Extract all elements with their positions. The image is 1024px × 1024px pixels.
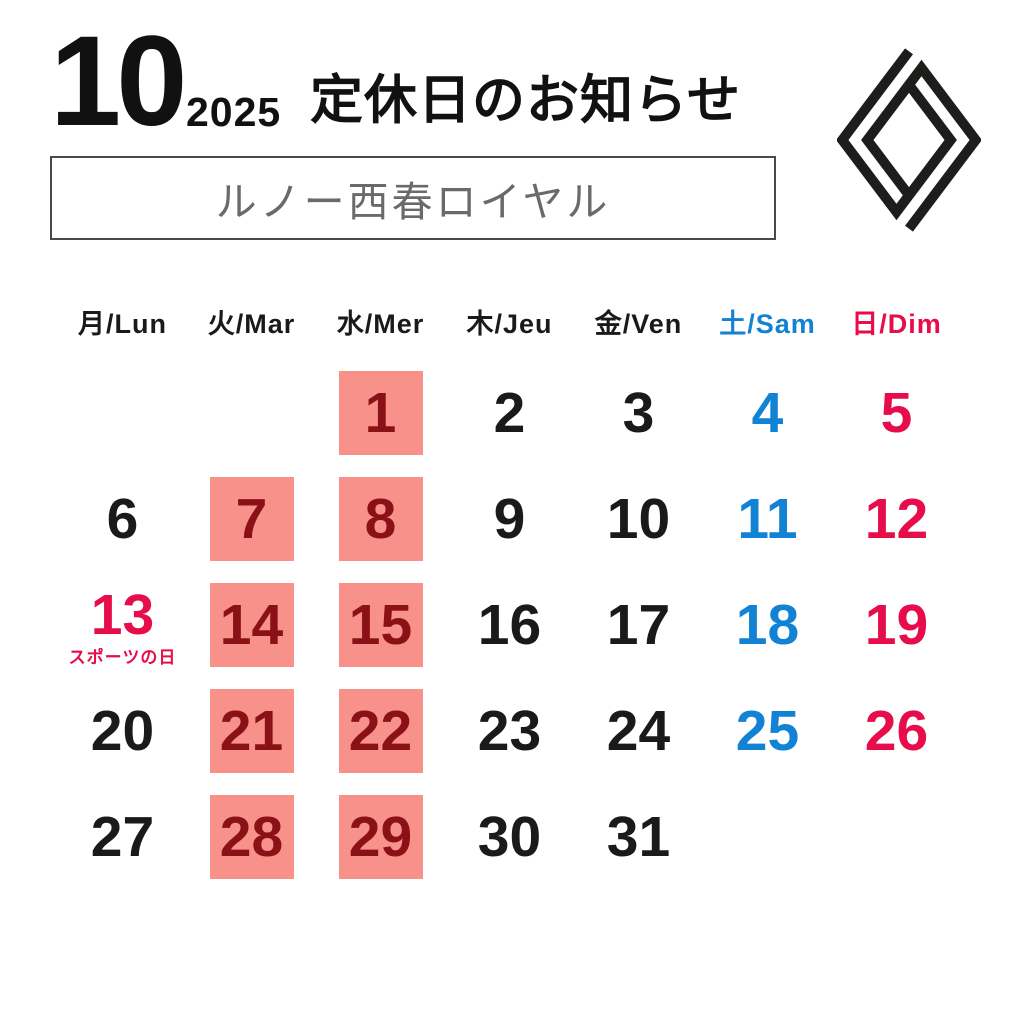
calendar-day-9: 9 — [445, 466, 574, 572]
calendar-day-31: 31 — [574, 784, 703, 890]
calendar-day-14: 14 — [187, 572, 316, 678]
calendar-day-27: 27 — [58, 784, 187, 890]
closed-day-highlight: 7 — [209, 477, 294, 561]
day-number: 23 — [477, 698, 542, 763]
weekday-header: 水/Mer — [336, 309, 425, 339]
calendar-day-8: 8 — [316, 466, 445, 572]
calendar-day-21: 21 — [187, 678, 316, 784]
day-number: 19 — [864, 592, 929, 657]
calendar-day-5: 5 — [832, 360, 961, 466]
day-number: 4 — [751, 380, 784, 445]
closed-day-highlight: 15 — [338, 583, 423, 667]
day-number: 31 — [606, 804, 671, 869]
day-number: 2 — [493, 380, 526, 445]
closed-day-highlight: 8 — [338, 477, 423, 561]
calendar-day-10: 10 — [574, 466, 703, 572]
calendar-day-17: 17 — [574, 572, 703, 678]
day-number: 17 — [606, 592, 671, 657]
day-number — [855, 795, 939, 879]
closed-day-highlight: 1 — [338, 371, 423, 455]
closed-day-highlight: 22 — [338, 689, 423, 773]
weekday-header: 金/Ven — [594, 309, 683, 339]
calendar-day-13: 13 スポーツの日 — [58, 572, 187, 678]
calendar-day-24: 24 — [574, 678, 703, 784]
calendar-day-3: 3 — [574, 360, 703, 466]
holiday-note: スポーツの日 — [68, 648, 177, 667]
dealer-name: ルノー西春ロイヤル — [215, 179, 611, 225]
calendar-day-1: 1 — [316, 360, 445, 466]
weekday-header: 土/Sam — [719, 309, 816, 339]
page-title: 定休日のお知らせ — [310, 71, 741, 130]
weekday-header-row: 月/Lun 火/Mar 水/Mer 木/Jeu 金/Ven 土/Sam 日/Dim — [58, 304, 961, 344]
day-number: 5 — [880, 380, 913, 445]
day-number: 20 — [90, 698, 155, 763]
month-number: 10 — [50, 10, 187, 153]
day-number: 24 — [606, 698, 671, 763]
weekday-header: 月/Lun — [78, 309, 167, 339]
day-number: 25 — [735, 698, 800, 763]
calendar-grid: 1 2 3 4 5 6 7 8 9 10 11 12 13 スポーツの日 14 15 16 17 18 19 20 21 2… — [58, 360, 961, 890]
calendar-day-25: 25 — [703, 678, 832, 784]
calendar-day-7: 7 — [187, 466, 316, 572]
day-number: 30 — [477, 804, 542, 869]
weekday-header: 火/Mar — [207, 309, 296, 339]
day-number — [210, 371, 294, 455]
calendar-day-26: 26 — [832, 678, 961, 784]
calendar-day-28: 28 — [187, 784, 316, 890]
calendar-day-15: 15 — [316, 572, 445, 678]
calendar-day-30: 30 — [445, 784, 574, 890]
closed-day-highlight: 29 — [338, 795, 423, 879]
closed-day-highlight: 21 — [209, 689, 294, 773]
day-number: 16 — [477, 592, 542, 657]
calendar-day-16: 16 — [445, 572, 574, 678]
day-number — [726, 795, 810, 879]
closed-day-highlight: 28 — [209, 795, 294, 879]
calendar-day-29: 29 — [316, 784, 445, 890]
day-number: 12 — [864, 486, 929, 551]
day-number: 10 — [606, 486, 671, 551]
calendar-day-11: 11 — [703, 466, 832, 572]
day-number: 9 — [493, 486, 526, 551]
calendar-day-12: 12 — [832, 466, 961, 572]
calendar-day-20: 20 — [58, 678, 187, 784]
day-number — [81, 371, 165, 455]
calendar-day-18: 18 — [703, 572, 832, 678]
renault-logo-icon — [837, 48, 981, 232]
calendar-day-empty — [187, 360, 316, 466]
calendar-day-4: 4 — [703, 360, 832, 466]
weekday-header: 日/Dim — [851, 309, 942, 339]
calendar-day-6: 6 — [58, 466, 187, 572]
closed-day-highlight: 14 — [209, 583, 294, 667]
calendar-day-empty — [703, 784, 832, 890]
day-number: 13 — [90, 582, 155, 647]
day-number: 18 — [735, 592, 800, 657]
calendar-day-empty — [58, 360, 187, 466]
dealer-name-box: ルノー西春ロイヤル — [50, 156, 776, 240]
day-number: 11 — [737, 486, 798, 551]
weekday-header: 木/Jeu — [466, 309, 553, 339]
day-number: 26 — [864, 698, 929, 763]
year-number: 2025 — [186, 89, 282, 135]
calendar-day-19: 19 — [832, 572, 961, 678]
day-number: 3 — [622, 380, 655, 445]
calendar-day-23: 23 — [445, 678, 574, 784]
day-number: 27 — [90, 804, 155, 869]
calendar-day-22: 22 — [316, 678, 445, 784]
day-number: 6 — [106, 486, 139, 551]
calendar-day-2: 2 — [445, 360, 574, 466]
calendar-day-empty — [832, 784, 961, 890]
